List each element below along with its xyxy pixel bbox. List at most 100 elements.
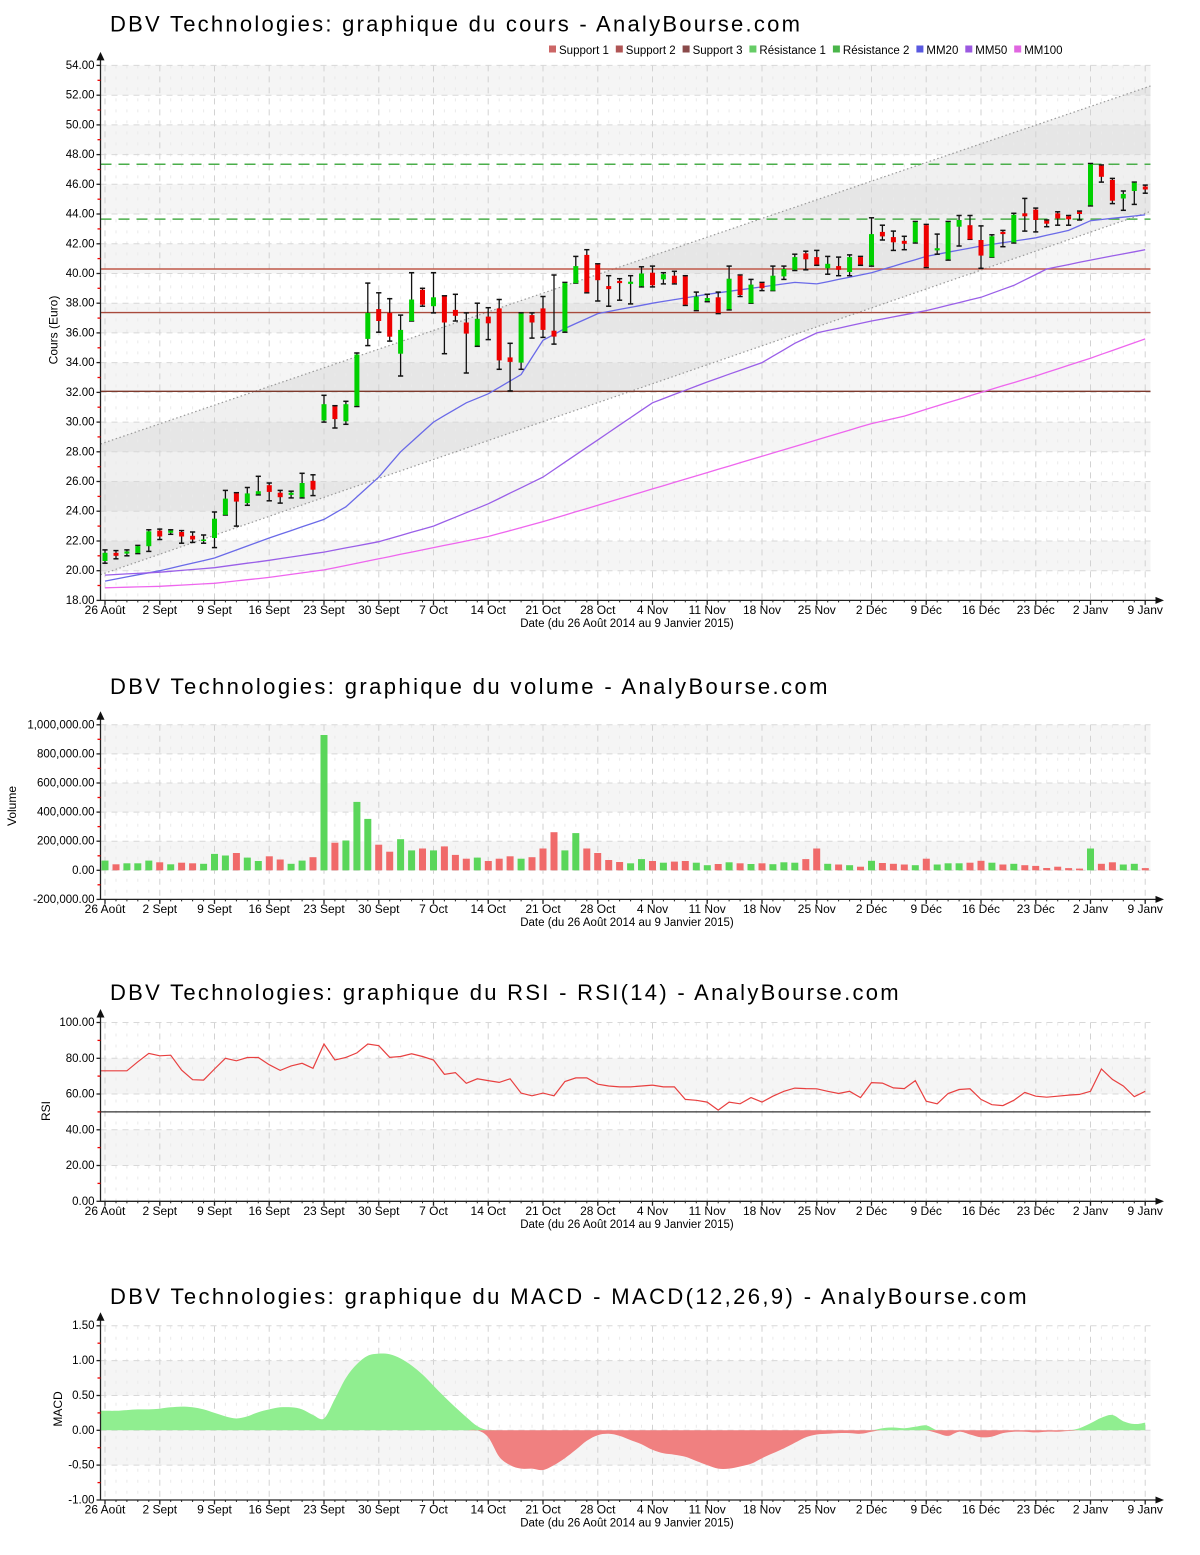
svg-text:23 Sept: 23 Sept — [303, 902, 345, 916]
svg-text:9 Déc: 9 Déc — [911, 603, 942, 617]
svg-text:23 Sept: 23 Sept — [303, 1503, 345, 1517]
svg-text:26 Août: 26 Août — [85, 902, 126, 916]
svg-text:21 Oct: 21 Oct — [525, 1503, 561, 1517]
svg-text:16 Déc: 16 Déc — [962, 1204, 1000, 1218]
svg-text:Support 1: Support 1 — [559, 45, 609, 57]
svg-text:DBV Technologies: graphique du: DBV Technologies: graphique du cours - A… — [110, 12, 802, 37]
svg-text:28 Oct: 28 Oct — [580, 902, 616, 916]
svg-text:30 Sept: 30 Sept — [358, 1204, 400, 1218]
svg-text:25 Nov: 25 Nov — [798, 603, 836, 617]
svg-text:9 Déc: 9 Déc — [911, 1204, 942, 1218]
svg-text:0.50: 0.50 — [72, 1390, 94, 1402]
svg-text:26 Août: 26 Août — [85, 603, 126, 617]
svg-text:60.00: 60.00 — [66, 1089, 95, 1101]
svg-text:1.00: 1.00 — [72, 1355, 94, 1367]
svg-text:2 Déc: 2 Déc — [856, 1204, 887, 1218]
svg-text:21 Oct: 21 Oct — [525, 1204, 561, 1218]
svg-text:11 Nov: 11 Nov — [689, 1503, 726, 1517]
svg-text:30 Sept: 30 Sept — [358, 902, 400, 916]
svg-text:28 Oct: 28 Oct — [580, 603, 616, 617]
svg-text:Résistance 2: Résistance 2 — [843, 45, 909, 57]
svg-text:Résistance 1: Résistance 1 — [759, 45, 825, 57]
svg-text:18 Nov: 18 Nov — [743, 1503, 781, 1517]
svg-text:21 Oct: 21 Oct — [525, 902, 561, 916]
svg-text:Date (du 26 Août 2014 au 9 Jan: Date (du 26 Août 2014 au 9 Janvier 2015) — [520, 1219, 734, 1231]
svg-text:7 Oct: 7 Oct — [419, 1503, 448, 1517]
svg-text:9 Sept: 9 Sept — [197, 902, 232, 916]
svg-text:9 Sept: 9 Sept — [197, 603, 232, 617]
svg-text:40.00: 40.00 — [66, 1124, 95, 1136]
svg-text:25 Nov: 25 Nov — [798, 1503, 836, 1517]
svg-text:16 Sept: 16 Sept — [249, 902, 291, 916]
svg-text:28.00: 28.00 — [66, 446, 95, 458]
svg-text:30 Sept: 30 Sept — [358, 603, 400, 617]
svg-text:2 Janv: 2 Janv — [1073, 1204, 1108, 1218]
svg-text:9 Janv: 9 Janv — [1128, 1204, 1163, 1218]
svg-text:Volume: Volume — [5, 786, 19, 826]
svg-text:Support 3: Support 3 — [693, 45, 743, 57]
svg-text:14 Oct: 14 Oct — [471, 603, 507, 617]
svg-text:54.00: 54.00 — [66, 60, 95, 72]
svg-text:9 Janv: 9 Janv — [1128, 902, 1163, 916]
svg-text:DBV Technologies: graphique du: DBV Technologies: graphique du volume - … — [110, 674, 830, 699]
svg-text:2 Janv: 2 Janv — [1073, 902, 1108, 916]
svg-text:MM50: MM50 — [975, 45, 1007, 57]
svg-text:26.00: 26.00 — [66, 476, 95, 488]
svg-text:44.00: 44.00 — [66, 209, 95, 221]
svg-text:24.00: 24.00 — [66, 506, 95, 518]
svg-text:40.00: 40.00 — [66, 268, 95, 280]
svg-text:2 Sept: 2 Sept — [142, 603, 177, 617]
svg-text:16 Déc: 16 Déc — [962, 1503, 1000, 1517]
svg-text:9 Sept: 9 Sept — [197, 1503, 232, 1517]
svg-text:9 Déc: 9 Déc — [911, 1503, 942, 1517]
svg-text:26 Août: 26 Août — [85, 1204, 126, 1218]
svg-text:DBV Technologies: graphique du: DBV Technologies: graphique du MACD - MA… — [110, 1284, 1029, 1309]
svg-text:Date (du 26 Août 2014 au 9 Jan: Date (du 26 Août 2014 au 9 Janvier 2015) — [520, 618, 734, 630]
svg-text:2 Janv: 2 Janv — [1073, 603, 1108, 617]
svg-text:100.00: 100.00 — [59, 1017, 94, 1029]
svg-text:21 Oct: 21 Oct — [525, 603, 561, 617]
svg-text:14 Oct: 14 Oct — [471, 902, 507, 916]
svg-text:1.50: 1.50 — [72, 1320, 94, 1332]
svg-text:28 Oct: 28 Oct — [580, 1503, 616, 1517]
svg-text:16 Déc: 16 Déc — [962, 902, 1000, 916]
svg-text:2 Déc: 2 Déc — [856, 1503, 887, 1517]
svg-text:28 Oct: 28 Oct — [580, 1204, 616, 1218]
svg-text:MM20: MM20 — [926, 45, 958, 57]
svg-text:18.00: 18.00 — [66, 595, 95, 607]
svg-text:23 Sept: 23 Sept — [303, 603, 345, 617]
svg-text:14 Oct: 14 Oct — [471, 1204, 507, 1218]
svg-text:18 Nov: 18 Nov — [743, 902, 781, 916]
svg-text:9 Sept: 9 Sept — [197, 1204, 232, 1218]
svg-text:0.00: 0.00 — [72, 1196, 94, 1208]
svg-text:2 Déc: 2 Déc — [856, 603, 887, 617]
svg-text:2 Janv: 2 Janv — [1073, 1503, 1108, 1517]
svg-text:600,000.00: 600,000.00 — [37, 778, 95, 790]
svg-text:48.00: 48.00 — [66, 149, 95, 161]
svg-text:MACD: MACD — [51, 1391, 65, 1427]
svg-text:2 Déc: 2 Déc — [856, 902, 887, 916]
svg-text:23 Sept: 23 Sept — [303, 1204, 345, 1218]
svg-text:80.00: 80.00 — [66, 1053, 95, 1065]
svg-text:16 Sept: 16 Sept — [249, 1503, 291, 1517]
svg-text:9 Janv: 9 Janv — [1128, 603, 1163, 617]
svg-text:1,000,000.00: 1,000,000.00 — [27, 719, 94, 731]
svg-text:4 Nov: 4 Nov — [637, 1503, 668, 1517]
svg-text:23 Déc: 23 Déc — [1017, 902, 1055, 916]
svg-text:23 Déc: 23 Déc — [1017, 1503, 1055, 1517]
svg-text:7 Oct: 7 Oct — [419, 603, 448, 617]
svg-text:23 Déc: 23 Déc — [1017, 603, 1055, 617]
svg-text:22.00: 22.00 — [66, 536, 95, 548]
svg-text:4 Nov: 4 Nov — [637, 902, 668, 916]
svg-text:38.00: 38.00 — [66, 298, 95, 310]
svg-text:800,000.00: 800,000.00 — [37, 748, 95, 760]
svg-text:11 Nov: 11 Nov — [689, 1204, 726, 1218]
svg-text:7 Oct: 7 Oct — [419, 902, 448, 916]
svg-text:RSI: RSI — [39, 1101, 53, 1121]
svg-text:26 Août: 26 Août — [85, 1503, 126, 1517]
svg-text:0.00: 0.00 — [72, 1425, 94, 1437]
svg-text:11 Nov: 11 Nov — [689, 603, 726, 617]
svg-text:4 Nov: 4 Nov — [637, 1204, 668, 1218]
svg-text:25 Nov: 25 Nov — [798, 1204, 836, 1218]
svg-text:16 Sept: 16 Sept — [249, 603, 291, 617]
